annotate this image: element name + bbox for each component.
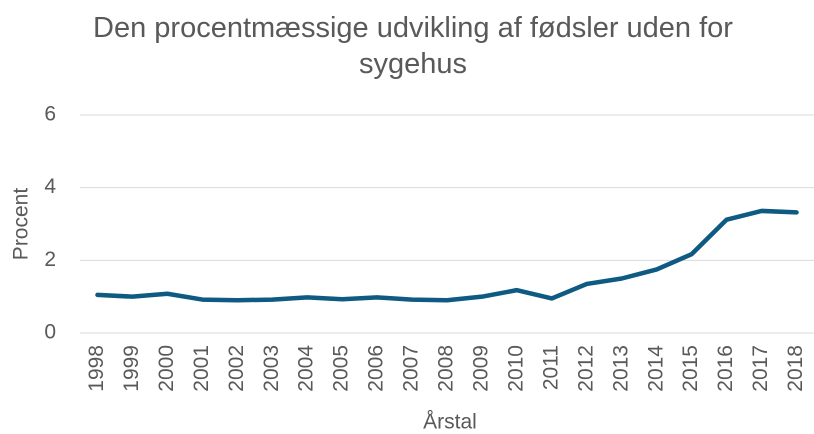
- x-tick-label: 2005: [330, 345, 353, 392]
- x-tick-label: 1998: [85, 345, 108, 392]
- y-tick-label: 4: [44, 175, 56, 198]
- x-tick-label: 2006: [365, 345, 388, 392]
- chart-title: Den procentmæssige udvikling af fødsler …: [93, 12, 733, 80]
- x-tick-label: 2000: [155, 345, 178, 392]
- x-tick-label: 2018: [784, 345, 807, 392]
- y-tick-label: 6: [44, 103, 56, 126]
- y-axis-title: Procent: [10, 188, 33, 261]
- x-tick-label: 2001: [190, 345, 213, 392]
- x-tick-label: 2016: [714, 345, 737, 392]
- x-tick-label: 2011: [539, 345, 562, 390]
- x-tick-label: 2015: [679, 345, 702, 392]
- x-tick-label: 2009: [469, 345, 492, 392]
- y-tick-label: 2: [44, 248, 56, 271]
- x-tick-label: 1999: [120, 345, 143, 392]
- x-tick-label: 2012: [574, 345, 597, 392]
- x-tick-label: 2003: [260, 345, 283, 392]
- x-tick-label: 2004: [295, 345, 318, 392]
- x-tick-label: 2007: [400, 345, 423, 392]
- x-tick-label: 2008: [435, 345, 458, 392]
- x-tick-label: 2017: [749, 345, 772, 392]
- x-tick-label: 2010: [504, 345, 527, 392]
- y-tick-label: 0: [44, 321, 56, 344]
- x-axis-title: Årstal: [423, 411, 477, 434]
- data-line: [95, 208, 799, 303]
- x-tick-label: 2002: [225, 345, 248, 392]
- x-tick-label: 2013: [609, 345, 632, 392]
- x-tick-label: 2014: [644, 345, 667, 392]
